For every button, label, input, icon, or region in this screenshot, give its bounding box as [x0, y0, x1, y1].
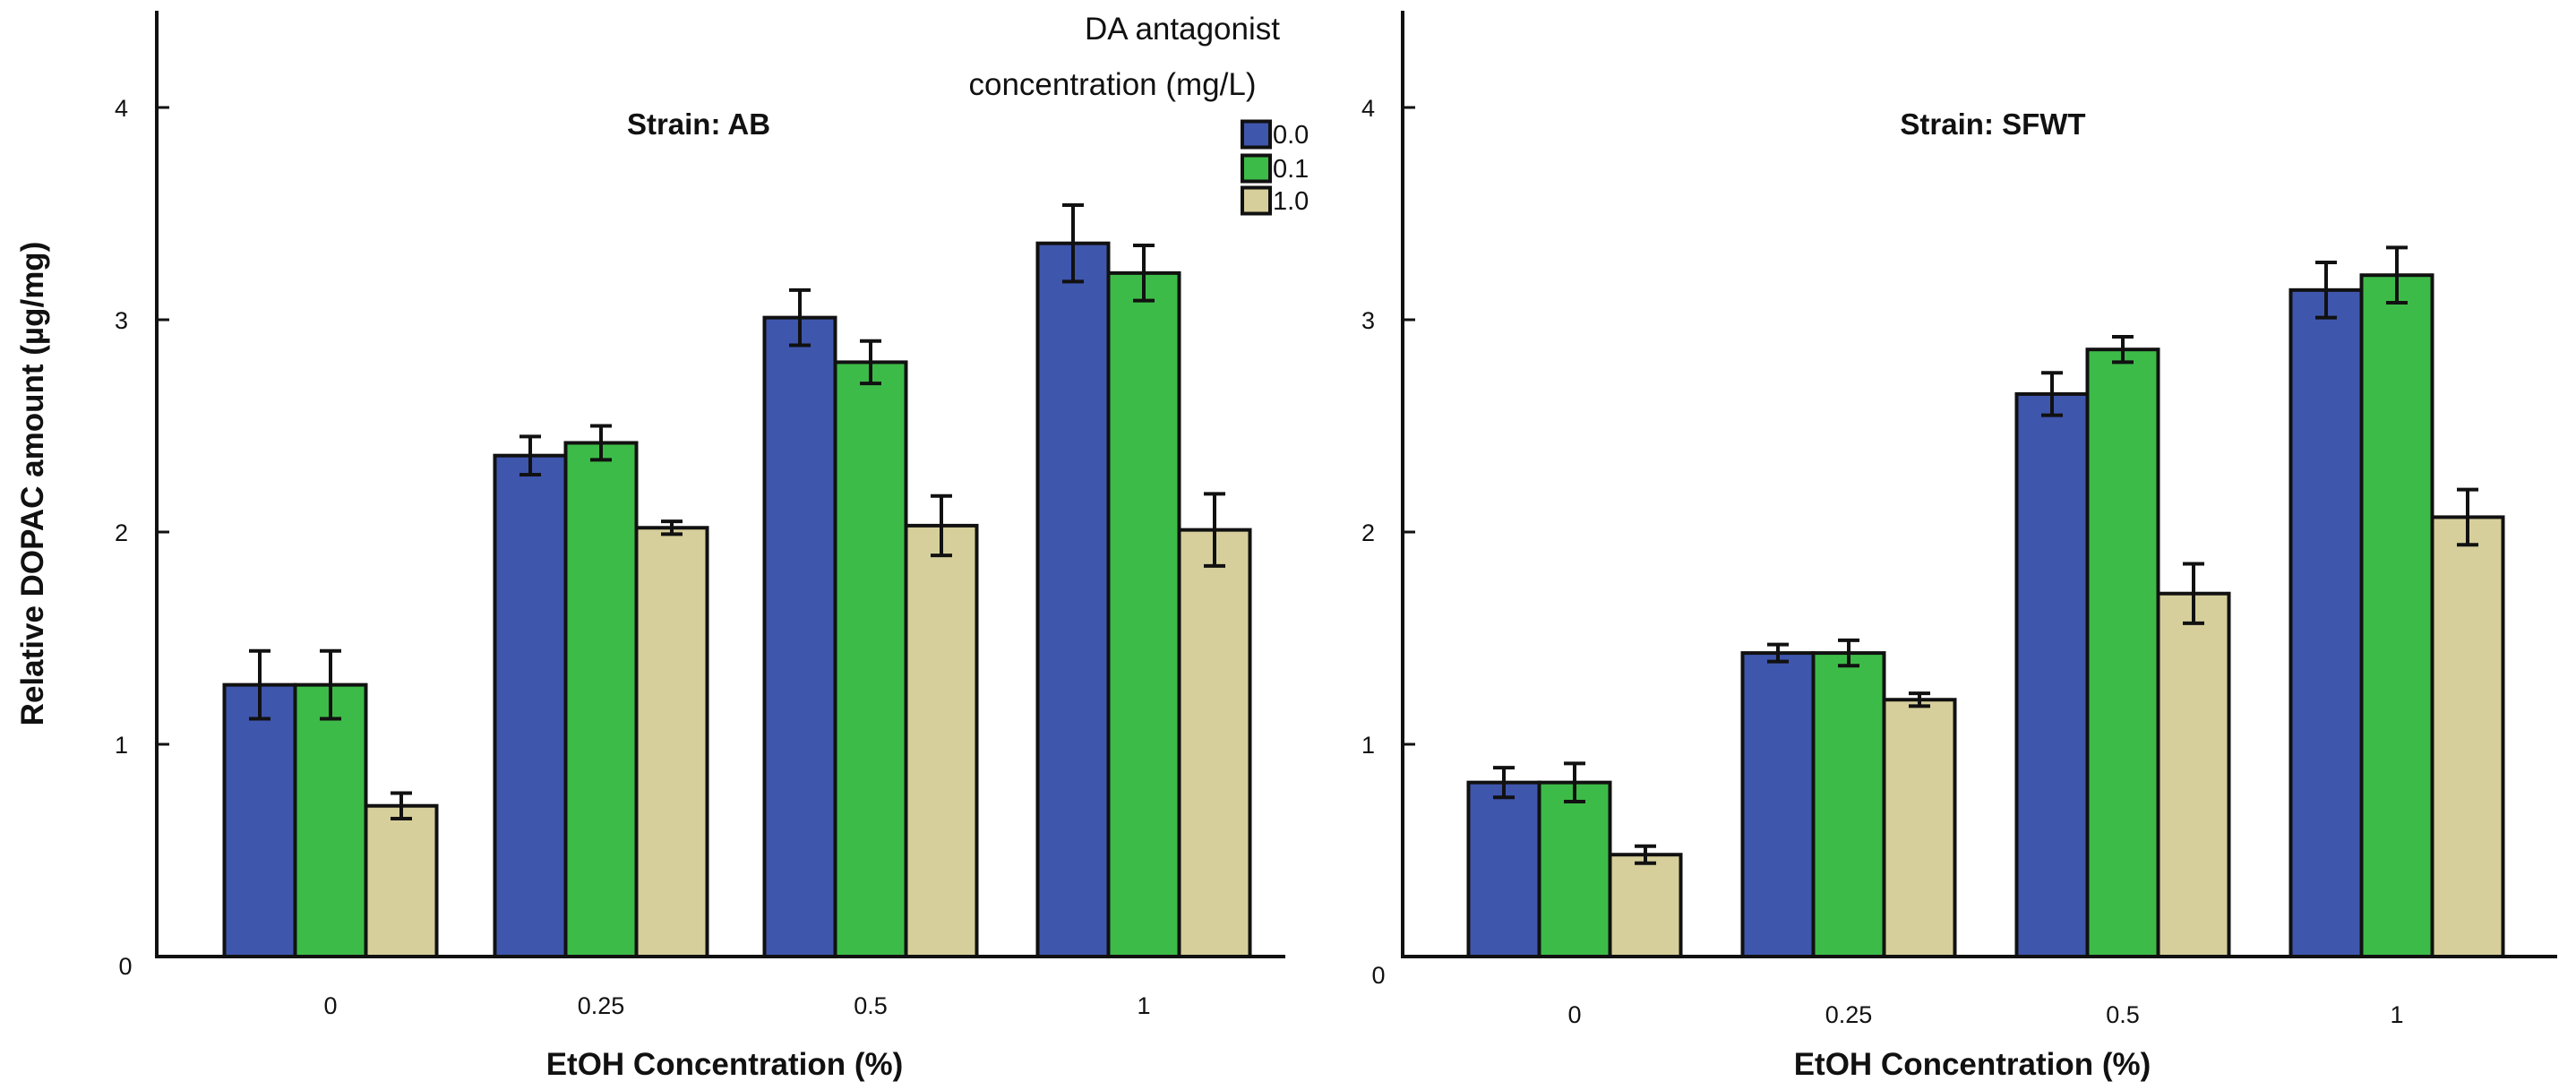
bar-0-series-1.0: [364, 803, 439, 958]
bar-0.5-series-0.0: [762, 315, 837, 958]
error-bar: [249, 648, 270, 721]
x-tick-label: 0: [323, 992, 337, 1019]
y-tick-label: 4: [115, 95, 128, 122]
error-bar: [661, 519, 683, 536]
x-axis-title: EtOH Concentration (%): [1794, 1047, 2151, 1082]
error-bar: [1204, 492, 1225, 568]
x-tick-label: 0.25: [1825, 1001, 1873, 1028]
error-bar: [2315, 261, 2337, 320]
bar-0.25-series-1.0: [1882, 698, 1957, 958]
y-tick-label: 1: [115, 732, 128, 759]
y-axis-title: Relative DOPAC amount (µg/mg): [15, 242, 50, 726]
error-bar: [931, 494, 952, 558]
bar-0-series-0.0: [1466, 780, 1541, 958]
y-tick-label: 2: [115, 519, 128, 546]
error-bar: [1493, 766, 1515, 800]
legend-swatch-1.0: [1241, 185, 1272, 216]
error-bar: [1564, 761, 1585, 803]
error-bar: [1635, 844, 1656, 865]
x-tick-label: 1: [2390, 1001, 2403, 1028]
error-bar: [2183, 562, 2204, 625]
x-tick-label: 0.25: [578, 992, 625, 1019]
error-bar: [320, 648, 341, 721]
y-tick-label: 3: [1361, 307, 1375, 334]
bar-0.5-series-0.1: [833, 360, 908, 958]
bar-0-series-1.0: [1608, 853, 1683, 958]
error-bar: [1909, 691, 1930, 708]
error-bar: [519, 434, 541, 477]
bar-1-series-1.0: [1177, 528, 1252, 958]
bar-0.5-series-0.0: [2014, 391, 2090, 958]
legend-swatch-0.0: [1241, 119, 1272, 150]
bar-0.25-series-0.0: [493, 453, 568, 958]
bar-1-series-0.0: [2288, 288, 2364, 958]
y-origin-label: 0: [118, 953, 132, 980]
x-tick-label: 0.5: [2106, 1001, 2140, 1028]
error-bar: [391, 791, 412, 820]
y-origin-label: 0: [1371, 962, 1385, 989]
bar-0.5-series-1.0: [2156, 591, 2231, 958]
legend: DA antagonist concentration (mg/L) 0.0 0.…: [969, 12, 1309, 216]
bar-0.25-series-0.1: [1811, 651, 1886, 959]
chart-panel-ab: 1 2 3 4 0 0 0.25 0.5 1 EtOH Concentration (%) Rela…: [15, 11, 1285, 1082]
bar-0.25-series-0.0: [1740, 651, 1816, 959]
bar-0-series-0.1: [1537, 780, 1612, 958]
bar-0-series-0.0: [222, 682, 297, 958]
legend-title-line1: DA antagonist: [1085, 12, 1280, 47]
legend-label-1.0: 1.0: [1273, 187, 1309, 216]
y-tick-label: 4: [1361, 95, 1375, 122]
bar-1-series-0.1: [1106, 270, 1181, 958]
error-bar: [860, 339, 881, 386]
bar-1-series-1.0: [2430, 515, 2505, 958]
bar-0.25-series-1.0: [634, 526, 709, 958]
error-bar: [590, 424, 612, 462]
legend-label-0.0: 0.0: [1273, 121, 1309, 150]
error-bar: [1767, 642, 1789, 664]
bar-0-series-0.1: [293, 682, 368, 958]
x-tick-label: 1: [1137, 992, 1150, 1019]
chart-panel-sfwt: 1 2 3 4 0 0 0.25 0.5 1 EtOH Concentration (%) Stra…: [1361, 11, 2557, 1082]
x-tick-label: 0.5: [854, 992, 888, 1019]
error-bar: [1062, 203, 1084, 284]
error-bar: [2386, 245, 2408, 305]
error-bar: [1838, 638, 1859, 668]
legend-swatch-0.1: [1241, 153, 1272, 184]
error-bar: [2457, 487, 2478, 547]
legend-label-0.1: 0.1: [1273, 155, 1309, 184]
panel-title: Strain: SFWT: [1900, 107, 2085, 141]
error-bar: [1133, 244, 1155, 303]
x-tick-label: 0: [1567, 1001, 1581, 1028]
legend-title-line2: concentration (mg/L): [969, 67, 1257, 102]
error-bar: [2041, 371, 2063, 417]
y-tick-label: 3: [115, 307, 128, 334]
bar-0.5-series-0.1: [2085, 348, 2160, 958]
panel-title: Strain: AB: [627, 107, 770, 141]
bar-1-series-0.1: [2359, 273, 2434, 959]
error-bar: [789, 288, 811, 348]
bar-1-series-0.0: [1035, 241, 1111, 958]
y-tick-label: 1: [1361, 732, 1375, 759]
bar-0.25-series-0.1: [563, 441, 639, 958]
error-bar: [2112, 334, 2134, 365]
y-tick-label: 2: [1361, 519, 1375, 546]
bar-0.5-series-1.0: [904, 523, 979, 958]
x-axis-title: EtOH Concentration (%): [546, 1047, 904, 1082]
